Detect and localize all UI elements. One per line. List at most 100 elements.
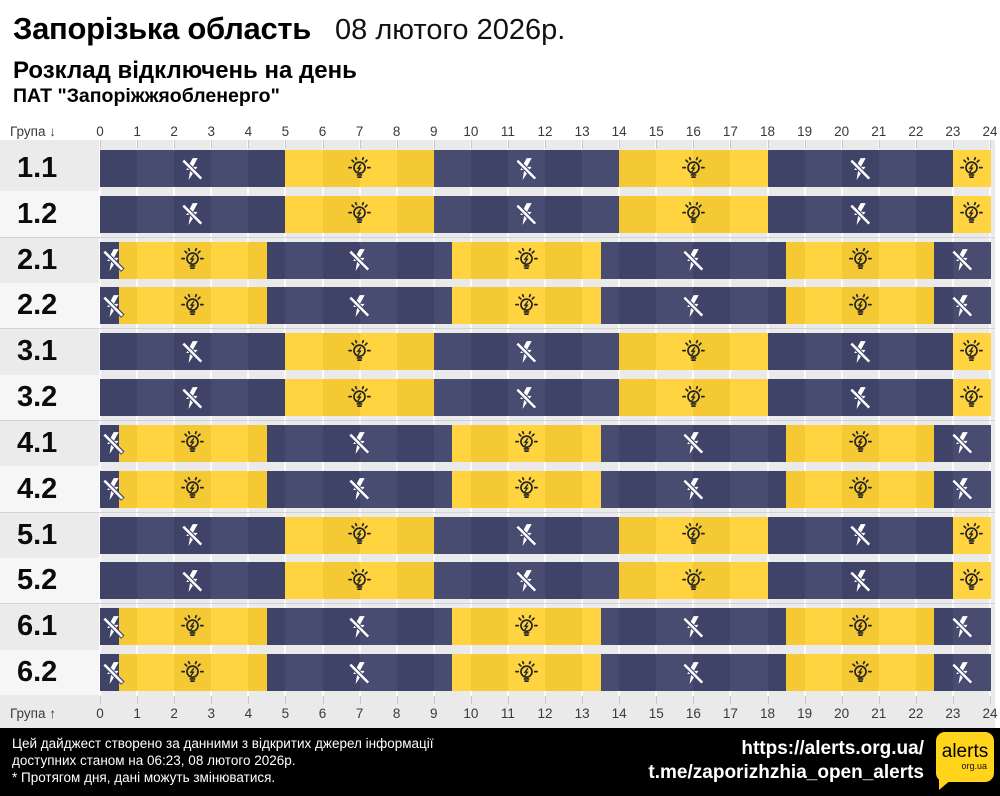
state-cell (452, 516, 472, 554)
state-cell (767, 516, 787, 554)
state-cell (433, 241, 453, 279)
state-cell (545, 562, 565, 600)
state-cell (934, 608, 954, 646)
hour-gridline (173, 140, 176, 696)
hour-label: 10 (463, 124, 479, 139)
state-cell (897, 516, 917, 554)
state-cell (359, 379, 379, 417)
hour-tick (137, 696, 139, 704)
state-cell (452, 379, 472, 417)
power-off-icon (101, 477, 126, 502)
state-cell (433, 470, 453, 508)
state-cell (359, 608, 379, 646)
state-cell (285, 516, 305, 554)
state-cell (563, 424, 583, 462)
state-cell (359, 333, 379, 371)
state-cell (211, 150, 231, 187)
lightbulb-icon (847, 476, 874, 503)
state-cell (878, 195, 898, 233)
state-cell (915, 150, 935, 187)
hour-tick (433, 140, 435, 149)
state-cell (248, 195, 268, 233)
state-cell (396, 608, 416, 646)
state-cell (637, 195, 657, 233)
state-cell (915, 470, 935, 508)
state-cell (526, 654, 546, 692)
state-cell (693, 241, 713, 279)
group-separator (0, 419, 995, 421)
state-cell (174, 654, 194, 692)
state-cell (378, 516, 398, 554)
lightbulb-icon (513, 659, 540, 686)
hour-label: 21 (871, 124, 887, 139)
state-cell (563, 241, 583, 279)
state-cell (767, 241, 787, 279)
state-cell (359, 516, 379, 554)
state-cell (174, 241, 194, 279)
state-cell (452, 333, 472, 371)
hour-label: 6 (318, 706, 327, 721)
state-cell (786, 195, 806, 233)
state-cell (545, 654, 565, 692)
group-label-cell: 5.2 (0, 557, 100, 604)
state-cell (470, 333, 490, 371)
state-cell (303, 562, 324, 600)
lightbulb-icon (346, 522, 373, 549)
state-cell (303, 654, 324, 692)
state-cell (192, 470, 212, 508)
state-cell (378, 608, 398, 646)
state-cell (303, 424, 324, 462)
state-cell (378, 379, 398, 417)
state-cell (248, 470, 268, 508)
state-cell (878, 562, 898, 600)
state-cell (248, 608, 268, 646)
state-cell (433, 333, 453, 371)
state-cell (433, 195, 453, 233)
hour-label: 17 (722, 706, 738, 721)
state-cell (415, 654, 435, 692)
state-cell (711, 516, 732, 554)
hour-tick (582, 696, 584, 704)
state-cell (415, 150, 435, 187)
state-cell (693, 516, 713, 554)
hour-gridline (951, 140, 954, 696)
hour-label: 23 (945, 706, 961, 721)
hour-tick (137, 140, 139, 149)
state-cell (489, 287, 509, 325)
timeline-bar (100, 333, 991, 371)
state-cell (730, 608, 750, 646)
state-cell (285, 150, 305, 187)
state-cell (897, 608, 917, 646)
state-cell (656, 287, 676, 325)
state-cell (489, 608, 509, 646)
state-cell (711, 379, 732, 417)
state-cell (322, 424, 342, 462)
power-off-icon (101, 293, 126, 318)
state-cell (674, 562, 694, 600)
hour-gridline (136, 140, 139, 696)
state-cell (637, 379, 657, 417)
state-cell (619, 562, 639, 600)
state-cell (192, 608, 212, 646)
state-cell (433, 379, 453, 417)
state-cell (415, 333, 435, 371)
state-cell (118, 195, 138, 233)
hour-label: 13 (574, 124, 590, 139)
hour-label: 1 (133, 706, 141, 721)
state-cell (137, 379, 157, 417)
hour-tick (841, 696, 843, 704)
hour-gridline (692, 140, 695, 696)
state-cell (915, 424, 935, 462)
state-cell (860, 516, 880, 554)
site-link[interactable]: https://alerts.org.ua/ (741, 738, 924, 759)
telegram-link[interactable]: t.me/zaporizhzhia_open_alerts (648, 762, 924, 783)
state-cell (155, 654, 175, 692)
state-cell (248, 150, 268, 187)
state-cell (897, 150, 917, 187)
state-cell (823, 516, 843, 554)
state-cell (934, 562, 954, 600)
power-off-icon (347, 431, 372, 456)
state-cell (507, 287, 528, 325)
hour-gridline (395, 140, 398, 696)
state-cell (637, 241, 657, 279)
